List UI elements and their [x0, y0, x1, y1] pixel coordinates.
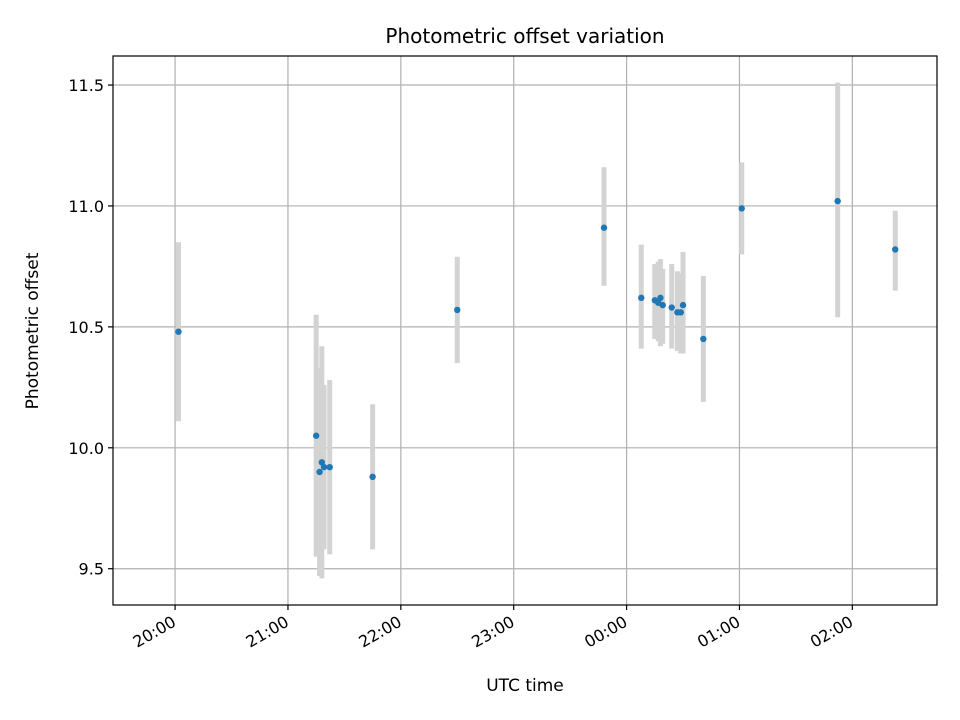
data-point — [369, 473, 376, 481]
x-axis-label: UTC time — [486, 676, 564, 696]
data-point — [738, 205, 745, 212]
y-tick-label: 10.5 — [68, 318, 104, 337]
plot-frame — [112, 55, 938, 606]
y-tick-label: 11.5 — [68, 76, 104, 95]
data-point — [320, 463, 328, 471]
data-point — [679, 301, 687, 309]
data-point — [600, 224, 608, 231]
y-axis-label: Photometric offset — [23, 252, 43, 409]
data-point — [638, 294, 645, 302]
data-point — [659, 301, 666, 309]
data-point — [677, 309, 684, 316]
data-point — [700, 335, 707, 343]
y-tick-label: 10.0 — [68, 439, 104, 458]
data-point — [454, 306, 461, 314]
data-point — [834, 197, 841, 205]
data-point — [175, 328, 182, 335]
data-point — [318, 459, 326, 466]
grid-lines — [113, 56, 937, 605]
chart-title: Photometric offset variation — [385, 24, 664, 48]
data-points — [175, 197, 899, 481]
data-point — [326, 463, 333, 471]
data-point — [657, 294, 664, 302]
data-point — [892, 246, 899, 253]
data-point — [316, 468, 323, 476]
y-tick-label: 11.0 — [68, 197, 104, 216]
y-tick-label: 9.5 — [79, 560, 104, 579]
data-point — [312, 432, 320, 439]
data-point — [668, 304, 675, 311]
